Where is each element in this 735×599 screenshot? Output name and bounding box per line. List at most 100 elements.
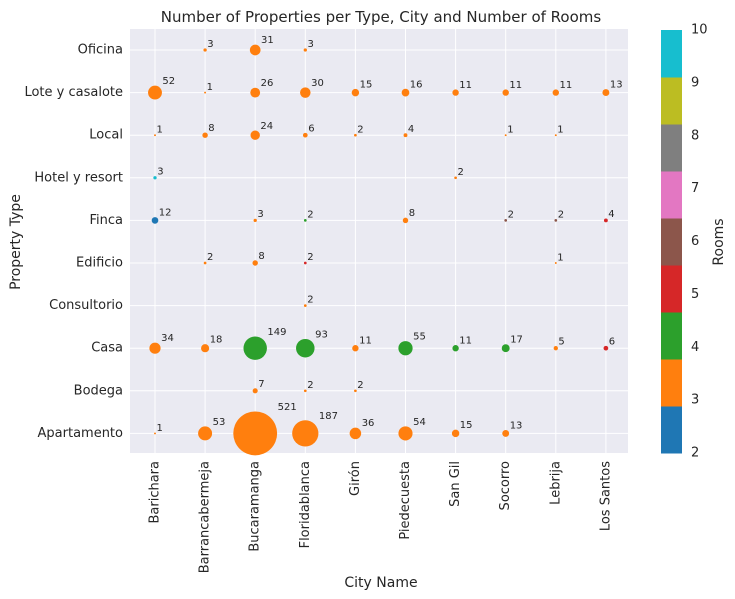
bubble-lebrija-casa [553,346,558,351]
data-label-floridablanca-bodega: 2 [307,380,313,391]
data-label-floridablanca-edificio: 2 [307,252,313,263]
data-label-lebrija-lote-y-casalote: 11 [560,80,573,91]
data-label-lebrija-local: 1 [557,125,563,136]
plot-area [130,29,628,453]
colorbar-segment [661,265,682,313]
data-label-los-santos-lote-y-casalote: 13 [610,80,623,91]
bubble-los-santos-lote-y-casalote [602,89,610,97]
data-label-socorro-lote-y-casalote: 11 [509,80,522,91]
data-label-piedecuesta-local: 4 [408,124,414,135]
data-label-barrancabermeja-apartamento: 53 [213,417,226,428]
data-label-giron-lote-y-casalote: 15 [360,79,373,90]
colorbar-tick-label: 9 [691,75,699,90]
data-label-piedecuesta-finca: 8 [409,208,415,219]
data-label-barichara-casa: 34 [161,333,174,344]
colorbar-segment [661,406,682,454]
data-label-lebrija-finca: 2 [558,210,564,221]
data-label-lebrija-edificio: 1 [557,253,563,264]
data-label-barichara-lote-y-casalote: 52 [162,76,175,87]
bubble-piedecuesta-local [403,133,408,138]
bubble-piedecuesta-apartamento [398,426,413,441]
bubble-san-gil-apartamento [451,429,460,438]
data-label-bucaramanga-lote-y-casalote: 26 [261,78,274,89]
bubble-giron-apartamento [349,427,362,440]
data-label-floridablanca-finca: 2 [307,210,313,221]
bubble-floridablanca-apartamento [292,420,319,447]
y-tick-label: Casa [91,341,123,356]
bubble-socorro-casa [501,344,510,353]
bubble-bucaramanga-casa [243,336,267,360]
bubble-bucaramanga-lote-y-casalote [250,87,261,98]
data-label-giron-apartamento: 36 [362,418,375,429]
colorbar [661,30,682,454]
bubble-barichara-hotel-y-resort [153,176,157,180]
x-axis-label: City Name [344,575,417,591]
bubble-piedecuesta-lote-y-casalote [401,88,410,97]
data-label-los-santos-finca: 4 [608,209,614,220]
x-tick-label: Bucaramanga [248,461,263,552]
data-label-socorro-local: 1 [507,125,513,136]
y-tick-label: Oficina [78,43,123,58]
data-label-giron-local: 2 [357,124,363,135]
colorbar-tick-label: 3 [691,393,699,408]
bubble-bucaramanga-oficina [249,44,261,56]
bubble-bucaramanga-local [250,130,260,140]
y-tick-label: Local [89,128,123,143]
data-label-socorro-apartamento: 13 [510,420,523,431]
data-label-floridablanca-apartamento: 187 [319,411,338,422]
data-label-bucaramanga-bodega: 7 [258,379,264,390]
y-axis-ticks: Oficina Lote y casalote Local Hotel y resor… [24,43,123,441]
data-label-san-gil-casa: 11 [459,336,472,347]
data-label-lebrija-casa: 5 [558,337,564,348]
bubble-barichara-local [154,134,156,137]
bubble-san-gil-casa [452,345,459,352]
y-tick-label: Hotel y resort [34,170,123,185]
data-label-giron-casa: 11 [359,336,372,347]
y-tick-label: Edificio [76,256,123,271]
chart-title: Number of Properties per Type, City and … [161,8,602,26]
data-label-san-gil-apartamento: 15 [460,420,473,431]
bubble-bucaramanga-bodega [252,388,258,394]
y-tick-label: Bodega [74,383,123,398]
bubble-barichara-finca [151,217,159,224]
data-label-barichara-apartamento: 1 [157,423,163,434]
bubble-san-gil-hotel-y-resort [454,176,457,180]
bubble-giron-lote-y-casalote [351,88,360,97]
bubble-lebrija-finca [554,219,558,222]
bubble-floridablanca-edificio [303,261,307,265]
bubble-san-gil-lote-y-casalote [452,89,459,96]
colorbar-segment [661,171,682,219]
x-axis-ticks: Barichara Barrancabermeja Bucaramanga Flori… [148,461,614,574]
data-label-socorro-finca: 2 [508,210,514,221]
data-label-floridablanca-lote-y-casalote: 30 [311,78,324,89]
bubble-socorro-local [504,134,507,137]
bubble-floridablanca-lote-y-casalote [300,87,311,98]
data-label-piedecuesta-apartamento: 54 [413,417,426,428]
bubble-floridablanca-finca [303,219,307,222]
data-label-barichara-hotel-y-resort: 3 [157,167,163,178]
x-tick-label: Socorro [498,461,513,510]
bubble-piedecuesta-casa [398,341,413,356]
bubble-barrancabermeja-oficina [203,48,207,52]
colorbar-segment [661,359,682,407]
x-tick-label: Barrancabermeja [198,461,213,573]
bubble-bucaramanga-apartamento [233,411,278,456]
data-label-los-santos-casa: 6 [609,336,615,347]
colorbar-tick-label: 7 [691,181,699,196]
bubble-socorro-finca [504,219,508,222]
data-label-san-gil-lote-y-casalote: 11 [459,80,472,91]
bubble-lebrija-local [554,134,557,137]
bubble-floridablanca-oficina [303,48,307,52]
bubble-floridablanca-local [302,132,308,138]
x-tick-label: Girón [348,461,363,496]
bubble-piedecuesta-finca [402,217,409,224]
colorbar-segment [661,218,682,266]
y-axis-label: Property Type [8,194,24,290]
colorbar-label: Rooms [711,218,727,265]
data-label-floridablanca-oficina: 3 [308,39,314,50]
bubble-barrancabermeja-lote-y-casalote [204,91,207,94]
data-label-barrancabermeja-edificio: 2 [207,252,213,263]
bubble-barrancabermeja-casa [201,344,210,353]
data-label-bucaramanga-casa: 149 [267,327,286,338]
